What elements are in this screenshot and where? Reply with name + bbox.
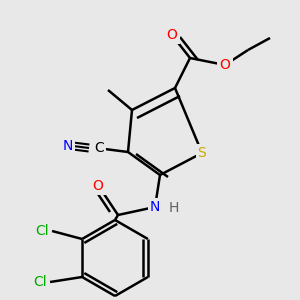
Text: O: O [220,58,230,72]
Text: O: O [93,179,104,193]
Text: Cl: Cl [33,275,47,289]
Text: N: N [63,139,73,153]
Text: S: S [198,146,206,160]
Text: C: C [94,141,104,155]
Text: Cl: Cl [35,224,49,238]
Text: H: H [169,201,179,215]
Text: N: N [150,200,160,214]
Text: O: O [167,28,177,42]
